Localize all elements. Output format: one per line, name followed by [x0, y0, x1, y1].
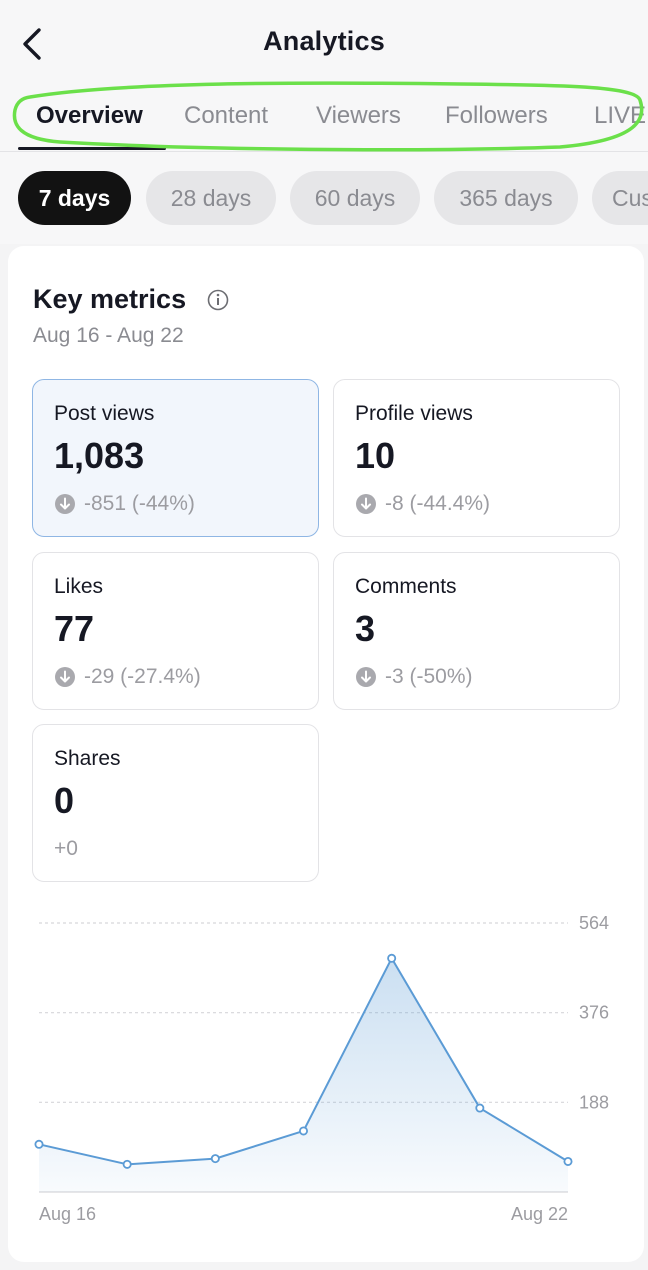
y-tick-label: 564: [579, 913, 609, 933]
y-tick-label: 376: [579, 1003, 609, 1023]
date-range: Aug 16 - Aug 22: [33, 324, 184, 347]
arrow-down-circle-icon: [356, 667, 376, 687]
x-tick-label: Aug 16: [39, 1204, 96, 1224]
metric-label: Shares: [54, 747, 121, 770]
metric-card-likes[interactable]: Likes 77 -29 (-27.4%): [32, 552, 319, 710]
page-title: Analytics: [263, 26, 385, 56]
data-point: [210, 1154, 220, 1164]
arrow-down-circle-icon: [55, 667, 75, 687]
tab-viewers[interactable]: Viewers: [316, 102, 401, 129]
chip-365-days[interactable]: 365 days: [434, 171, 578, 225]
metric-change-text: -851 (-44%): [84, 492, 195, 515]
metric-change-text: -29 (-27.4%): [84, 665, 201, 688]
series-line: [38, 957, 569, 1166]
tab-live[interactable]: LIVE: [594, 102, 647, 129]
info-icon[interactable]: [206, 288, 230, 312]
tab-bar: Overview Content Viewers Followers LIVE: [0, 90, 648, 152]
period-chips: 7 days 28 days 60 days 365 days Custom: [0, 152, 648, 244]
metric-value: 1,083: [54, 435, 145, 476]
chip-custom[interactable]: Custom: [592, 171, 648, 225]
metric-change: -29 (-27.4%): [54, 665, 201, 689]
chip-60-days[interactable]: 60 days: [290, 171, 420, 225]
metric-change: -8 (-44.4%): [355, 492, 490, 516]
chip-28-days[interactable]: 28 days: [146, 171, 276, 225]
metric-change-text: +0: [54, 837, 78, 860]
metric-card-comments[interactable]: Comments 3 -3 (-50%): [333, 552, 620, 710]
metric-card-post-views[interactable]: Post views 1,083 -851 (-44%): [32, 379, 319, 537]
metric-card-profile-views[interactable]: Profile views 10 -8 (-44.4%): [333, 379, 620, 537]
metric-change-text: -8 (-44.4%): [385, 492, 491, 515]
arrow-down-circle-icon: [55, 494, 75, 514]
data-point: [122, 1159, 132, 1169]
header: Analytics: [0, 0, 648, 90]
tab-followers[interactable]: Followers: [445, 102, 548, 129]
chip-7-days[interactable]: 7 days: [18, 171, 131, 225]
metric-value: 77: [54, 608, 95, 649]
active-tab-indicator: [18, 147, 166, 150]
metric-value: 0: [54, 780, 75, 821]
tab-content[interactable]: Content: [184, 102, 269, 129]
series-area: [39, 958, 568, 1192]
metric-change: +0: [54, 837, 78, 861]
tab-overview[interactable]: Overview: [36, 102, 143, 129]
metric-card-shares[interactable]: Shares 0 +0: [32, 724, 319, 882]
metric-change-text: -3 (-50%): [385, 665, 473, 688]
data-point: [298, 1126, 308, 1136]
metric-label: Likes: [54, 575, 104, 598]
key-metrics-title: Key metrics: [33, 284, 187, 314]
metric-value: 3: [355, 608, 376, 649]
data-point: [34, 1139, 44, 1149]
chevron-left-icon: [23, 28, 41, 60]
y-tick-label: 188: [579, 1092, 609, 1112]
metric-label: Post views: [54, 402, 155, 425]
metric-label: Comments: [355, 575, 457, 598]
data-point: [387, 953, 397, 963]
metric-label: Profile views: [355, 402, 473, 425]
metric-change: -3 (-50%): [355, 665, 473, 689]
key-metrics-card: Key metrics Aug 16 - Aug 22 Post views 1…: [8, 246, 644, 1262]
x-tick-label: Aug 22: [511, 1204, 568, 1224]
data-point: [475, 1103, 485, 1113]
arrow-down-circle-icon: [356, 494, 376, 514]
data-point: [563, 1156, 573, 1166]
metric-value: 10: [355, 435, 396, 476]
metric-change: -851 (-44%): [54, 492, 195, 516]
back-button[interactable]: [14, 24, 50, 64]
